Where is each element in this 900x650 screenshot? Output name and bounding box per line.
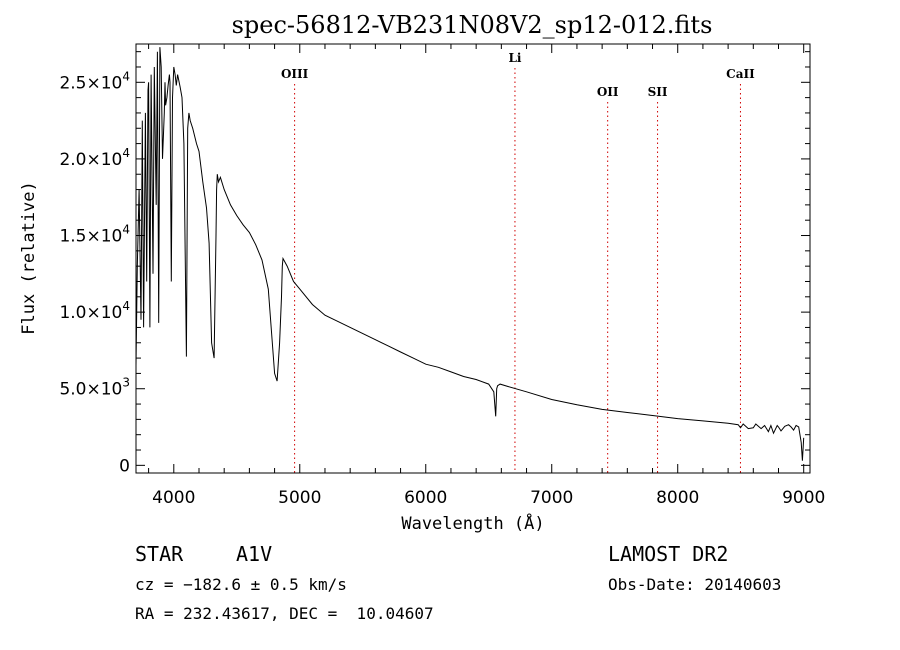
x-tick-label: 8000 <box>656 488 699 508</box>
y-tick-label: 1.5×104 <box>59 223 130 247</box>
plot-frame <box>135 43 811 474</box>
y-tick-label: 5.0×103 <box>59 376 130 400</box>
line-marker-label: OII <box>597 85 619 99</box>
axis-ticks: 4000 5000 6000 7000 8000 9000 0 5.0×103 1.0×104 1… <box>59 44 825 508</box>
x-tick-label: 7000 <box>530 488 573 508</box>
y-tick-label: 0 <box>119 456 130 476</box>
survey-name: LAMOST DR2 <box>608 542 729 566</box>
chart-title: spec-56812-VB231N08V2_sp12-012.fits <box>232 11 713 39</box>
object-class: STAR <box>135 542 184 566</box>
x-tick-label: 9000 <box>782 488 825 508</box>
line-marker-label: SII <box>648 85 668 99</box>
redshift-text: cz = −182.6 ± 0.5 km/s <box>135 575 347 594</box>
spectral-subclass: A1V <box>236 542 273 566</box>
x-tick-label: 6000 <box>404 488 447 508</box>
line-marker-label: CaII <box>726 67 755 81</box>
y-tick-label: 2.5×104 <box>59 69 130 93</box>
spectrum-line <box>135 47 805 461</box>
line-marker-label: Li <box>508 51 521 65</box>
x-tick-label: 4000 <box>152 488 195 508</box>
observation-date: Obs-Date: 20140603 <box>608 575 782 594</box>
coordinates-text: RA = 232.43617, DEC = 10.04607 <box>135 604 434 623</box>
x-axis-label: Wavelength (Å) <box>401 512 544 534</box>
line-marker-label: OIII <box>281 67 309 81</box>
emission-line-markers: OIII Li OII SII CaII <box>281 51 755 473</box>
x-tick-label: 5000 <box>278 488 321 508</box>
y-tick-label: 1.0×104 <box>59 299 130 323</box>
y-tick-label: 2.0×104 <box>59 146 130 170</box>
y-axis-label: Flux (relative) <box>19 181 39 335</box>
